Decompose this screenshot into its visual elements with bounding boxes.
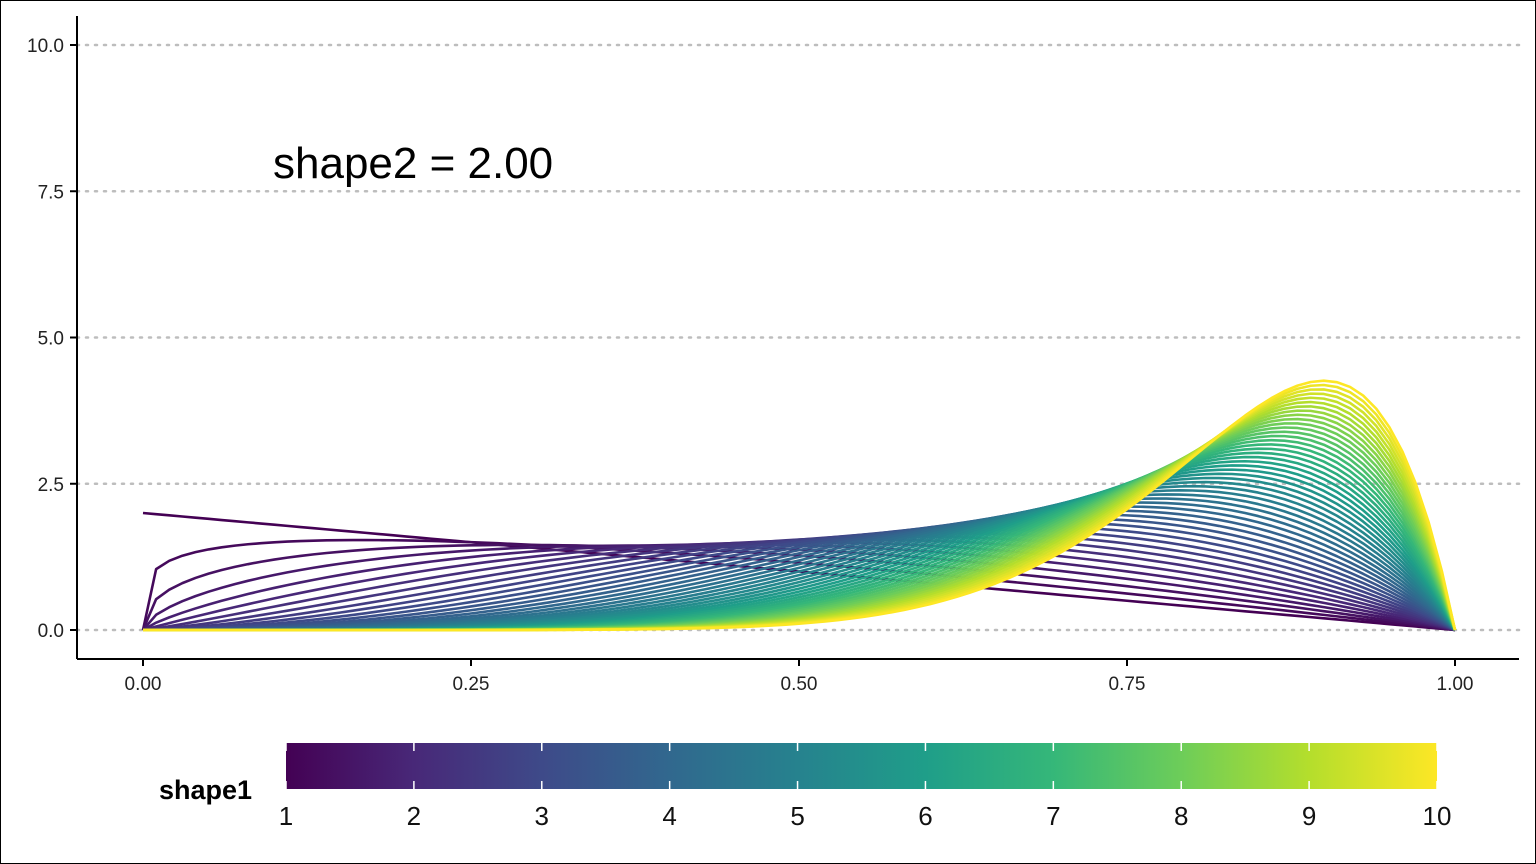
x-tick-label: 0.25 xyxy=(453,674,490,695)
colorbar-tick-label: 1 xyxy=(279,801,293,831)
colorbar-tick-label: 7 xyxy=(1046,801,1060,831)
colorbar-tick-label: 6 xyxy=(918,801,932,831)
series-line xyxy=(142,520,1456,632)
x-tick-label: 1.00 xyxy=(1437,674,1474,695)
series-line xyxy=(142,513,1456,632)
x-tick-label: 0.50 xyxy=(781,674,818,695)
legend-title: shape1 xyxy=(159,775,252,805)
series-line xyxy=(141,543,1456,632)
colorbar-tick-label: 4 xyxy=(662,801,676,831)
series-line xyxy=(142,517,1456,632)
x-ticks: 0.00 0.25 0.50 0.75 1.00 xyxy=(125,659,1474,695)
x-tick-label: 0.00 xyxy=(125,674,162,695)
series-line xyxy=(142,528,1456,632)
series-line xyxy=(142,524,1456,632)
series-line xyxy=(143,509,1456,632)
colorbar-tick-label: 8 xyxy=(1174,801,1188,831)
colorbar-tick-label: 2 xyxy=(407,801,421,831)
y-tick-label: 7.5 xyxy=(38,182,64,203)
x-tick-label: 0.75 xyxy=(1109,674,1146,695)
colorbar-tick-label: 9 xyxy=(1302,801,1316,831)
colorbar-tick-label: 3 xyxy=(535,801,549,831)
y-tick-label: 0.0 xyxy=(38,621,64,642)
y-tick-label: 10.0 xyxy=(27,36,64,57)
grid-lines xyxy=(75,43,1521,632)
series-lines xyxy=(141,379,1457,632)
y-tick-label: 2.5 xyxy=(38,475,64,496)
colorbar-ticks: 1 2 3 4 5 6 7 8 9 10 xyxy=(279,743,1452,831)
y-ticks: 0.0 2.5 5.0 7.5 10.0 xyxy=(27,36,77,642)
y-tick-label: 5.0 xyxy=(38,329,64,350)
annotation-label: shape2 = 2.00 xyxy=(273,139,553,188)
colorbar xyxy=(286,743,1437,789)
series-line xyxy=(141,538,1456,632)
legend: shape1 1 2 3 4 5 6 7 8 9 10 xyxy=(159,743,1451,831)
colorbar-tick-label: 10 xyxy=(1423,801,1452,831)
colorbar-tick-label: 5 xyxy=(790,801,804,831)
series-line xyxy=(143,379,1457,632)
